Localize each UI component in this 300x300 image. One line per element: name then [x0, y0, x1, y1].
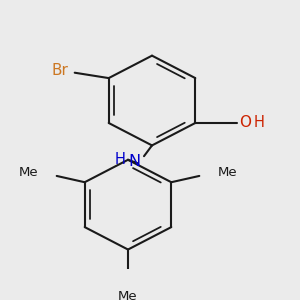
Text: N: N	[128, 154, 140, 169]
Text: O: O	[239, 116, 251, 130]
Text: Me: Me	[217, 166, 237, 179]
Text: Br: Br	[52, 62, 69, 77]
Text: H: H	[253, 115, 264, 130]
Text: H: H	[115, 152, 125, 167]
Text: Me: Me	[19, 166, 39, 179]
Text: Me: Me	[118, 290, 138, 300]
